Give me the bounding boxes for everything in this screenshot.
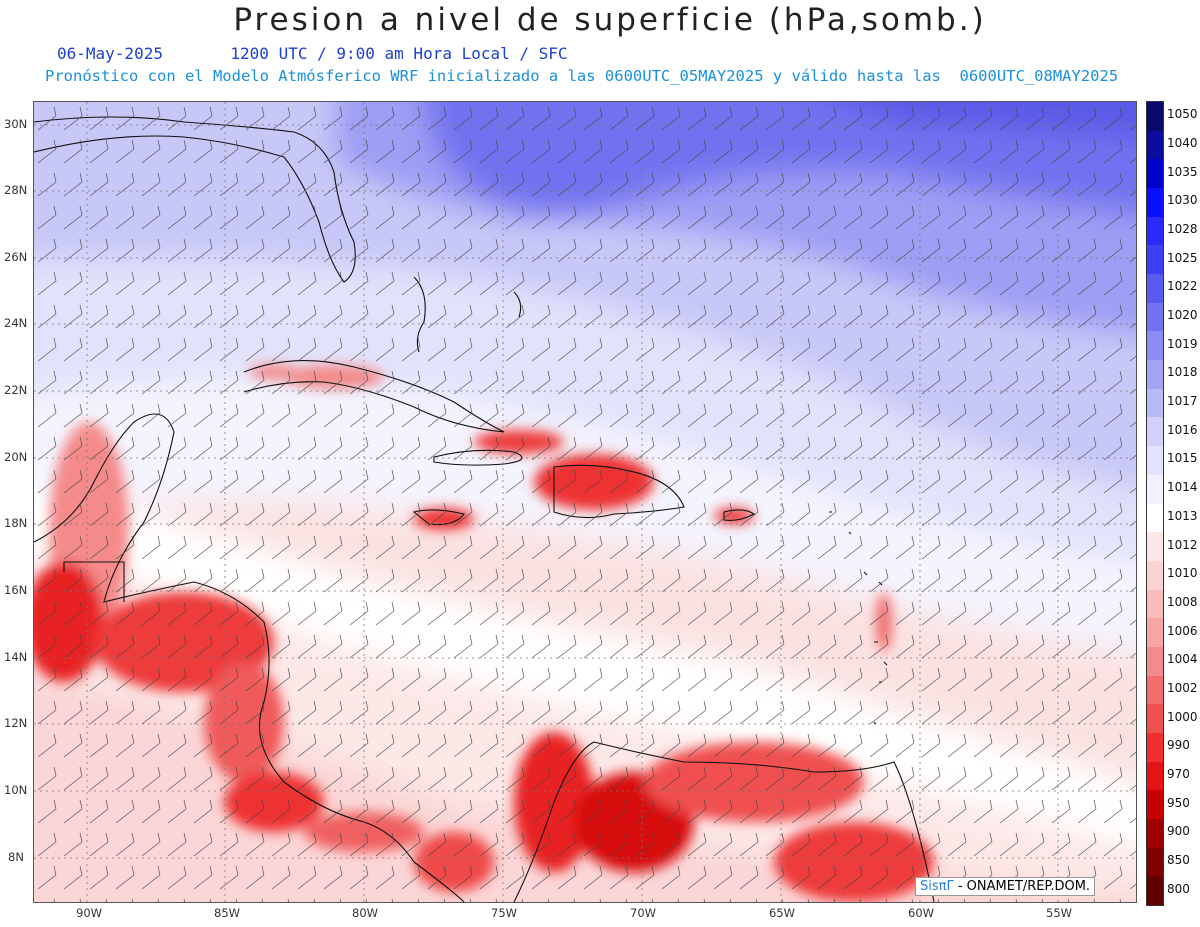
lon-tick: 75W xyxy=(491,906,518,920)
colorbar-swatch xyxy=(1147,360,1163,390)
colorbar-label: 1050 xyxy=(1167,107,1198,122)
colorbar-label: 1019 xyxy=(1167,336,1198,351)
colorbar-label: 1016 xyxy=(1167,422,1198,437)
colorbar-swatch xyxy=(1147,675,1163,705)
colorbar-label: 1025 xyxy=(1167,250,1198,265)
colorbar-swatch xyxy=(1147,130,1163,160)
colorbar-swatch xyxy=(1147,589,1163,619)
forecast-datetime: 06-May-2025 1200 UTC / 9:00 am Hora Loca… xyxy=(57,44,568,63)
map-canvas xyxy=(34,102,1136,902)
colorbar-label: 1014 xyxy=(1167,480,1198,495)
colorbar-swatch xyxy=(1147,646,1163,677)
lon-tick: 55W xyxy=(1046,906,1073,920)
colorbar-swatch xyxy=(1147,618,1163,648)
colorbar xyxy=(1146,101,1164,906)
colorbar-label: 1020 xyxy=(1167,308,1198,323)
pressure-map xyxy=(33,101,1137,903)
lat-tick: 12N xyxy=(4,716,28,730)
graticule xyxy=(34,102,1136,902)
lat-tick: 22N xyxy=(4,383,28,397)
colorbar-swatch xyxy=(1147,761,1163,791)
colorbar-swatch xyxy=(1147,388,1163,418)
colorbar-label: 970 xyxy=(1167,766,1190,781)
colorbar-label: 800 xyxy=(1167,881,1190,896)
colorbar-label: 1000 xyxy=(1167,709,1198,724)
colorbar-label: 1028 xyxy=(1167,222,1198,237)
colorbar-label: 1010 xyxy=(1167,566,1198,581)
lon-tick: 90W xyxy=(76,906,103,920)
colorbar-swatch xyxy=(1147,446,1163,476)
credit-text: - ONAMET/REP.DOM. xyxy=(953,879,1091,894)
colorbar-label: 1008 xyxy=(1167,594,1198,609)
colorbar-label: 950 xyxy=(1167,795,1190,810)
colorbar-label: 1035 xyxy=(1167,164,1198,179)
colorbar-label: 1012 xyxy=(1167,537,1198,552)
lat-tick: 30N xyxy=(4,117,28,131)
lat-tick: 8N xyxy=(8,850,24,864)
colorbar-swatch xyxy=(1147,818,1163,849)
colorbar-swatch xyxy=(1147,474,1163,504)
lat-tick: 24N xyxy=(4,316,28,330)
map-title: Presion a nivel de superficie (hPa,somb.… xyxy=(233,2,987,38)
colorbar-label: 1002 xyxy=(1167,680,1198,695)
lat-tick: 10N xyxy=(4,783,28,797)
valid-time: 1200 UTC / 9:00 am Hora Local / SFC xyxy=(230,44,568,63)
colorbar-label: 1018 xyxy=(1167,365,1198,380)
lat-tick: 26N xyxy=(4,250,28,264)
colorbar-swatch xyxy=(1147,331,1163,361)
lat-tick: 14N xyxy=(4,650,28,664)
lon-tick: 85W xyxy=(214,906,241,920)
colorbar-swatch xyxy=(1147,560,1163,591)
colorbar-swatch xyxy=(1147,704,1163,734)
colorbar-label: 990 xyxy=(1167,738,1190,753)
colorbar-swatch xyxy=(1147,847,1163,877)
colorbar-label: 1006 xyxy=(1167,623,1198,638)
colorbar-swatch xyxy=(1147,302,1163,332)
colorbar-label: 1017 xyxy=(1167,394,1198,409)
colorbar-swatch xyxy=(1147,102,1163,132)
lon-tick: 80W xyxy=(352,906,379,920)
colorbar-label: 850 xyxy=(1167,852,1190,867)
colorbar-swatch xyxy=(1147,274,1163,304)
colorbar-swatch xyxy=(1147,159,1163,189)
colorbar-swatch xyxy=(1147,732,1163,763)
sispi-logo: SisπΓ xyxy=(920,879,954,894)
colorbar-swatch xyxy=(1147,790,1163,820)
colorbar-swatch xyxy=(1147,216,1163,246)
lat-tick: 20N xyxy=(4,450,28,464)
colorbar-swatch xyxy=(1147,503,1163,533)
credit-badge: SisπΓ - ONAMET/REP.DOM. xyxy=(915,877,1096,896)
colorbar-swatch xyxy=(1147,245,1163,275)
colorbar-label: 1004 xyxy=(1167,652,1198,667)
colorbar-label: 1030 xyxy=(1167,193,1198,208)
lon-tick: 70W xyxy=(630,906,657,920)
wind-barbs xyxy=(34,102,1136,902)
colorbar-swatch xyxy=(1147,876,1163,906)
colorbar-swatch xyxy=(1147,188,1163,218)
colorbar-label: 1015 xyxy=(1167,451,1198,466)
colorbar-label: 1022 xyxy=(1167,279,1198,294)
colorbar-label: 1013 xyxy=(1167,508,1198,523)
lat-tick: 28N xyxy=(4,183,28,197)
colorbar-swatch xyxy=(1147,417,1163,447)
lat-tick: 16N xyxy=(4,583,28,597)
colorbar-swatch xyxy=(1147,532,1163,562)
lon-tick: 65W xyxy=(769,906,796,920)
lon-tick: 60W xyxy=(908,906,935,920)
forecast-note: Pronóstico con el Modelo Atmósferico WRF… xyxy=(45,67,1119,85)
colorbar-label: 1040 xyxy=(1167,136,1198,151)
colorbar-label: 900 xyxy=(1167,824,1190,839)
forecast-date: 06-May-2025 xyxy=(57,44,163,63)
lat-tick: 18N xyxy=(4,516,28,530)
